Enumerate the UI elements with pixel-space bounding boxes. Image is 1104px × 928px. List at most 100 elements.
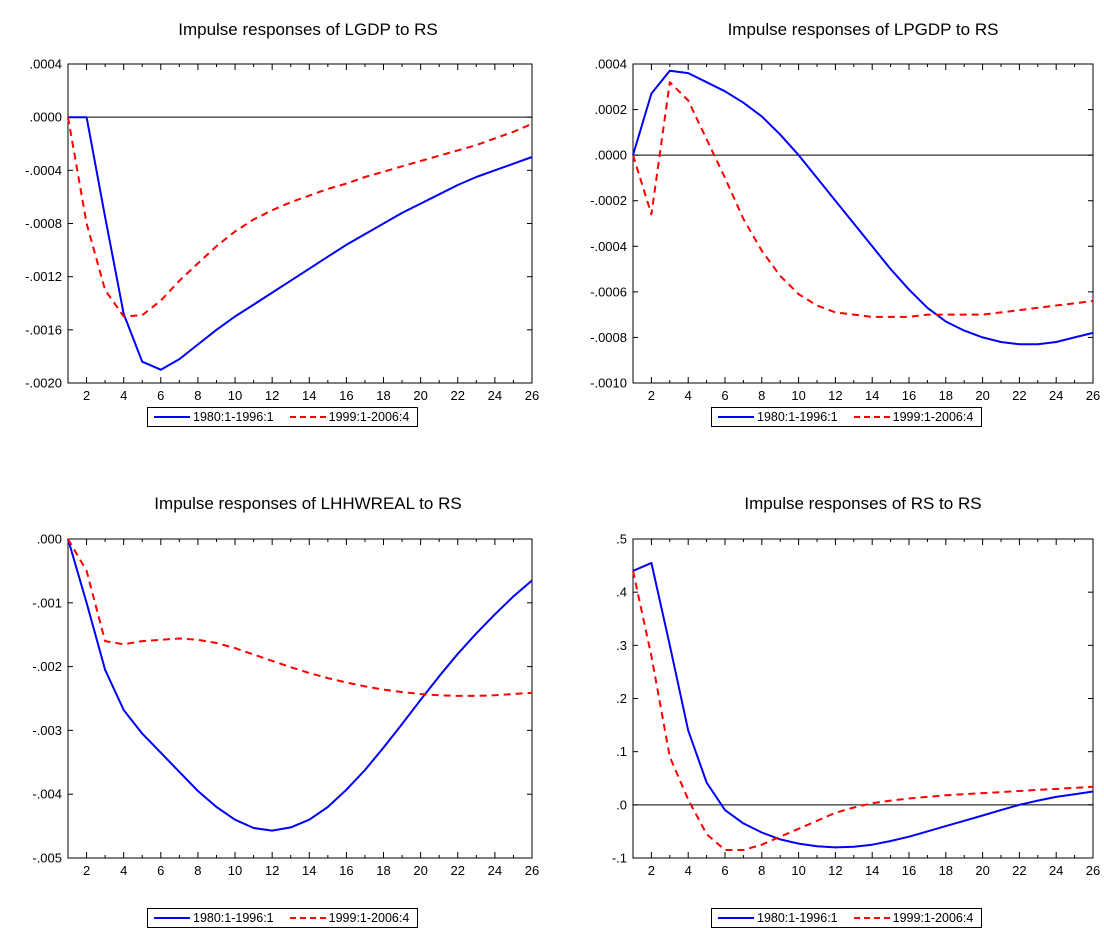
x-tick-label: 8 <box>194 863 201 878</box>
x-tick-label: 12 <box>265 863 279 878</box>
y-tick-label: -.0020 <box>25 376 62 391</box>
x-tick-label: 22 <box>451 863 465 878</box>
x-tick-label: 2 <box>648 388 655 403</box>
y-tick-label: -.0012 <box>25 269 62 284</box>
x-tick-label: 18 <box>939 388 953 403</box>
x-tick-label: 18 <box>939 863 953 878</box>
x-tick-label: 14 <box>302 863 316 878</box>
x-tick-label: 4 <box>120 388 127 403</box>
x-tick-label: 14 <box>865 388 879 403</box>
x-tick-label: 6 <box>721 388 728 403</box>
y-tick-label: -.002 <box>32 659 62 674</box>
chart-title-rs: Impulse responses of RS to RS <box>744 494 982 513</box>
x-tick-label: 26 <box>525 388 539 403</box>
y-tick-label: -.0016 <box>25 322 62 337</box>
y-tick-label: .000 <box>37 532 62 547</box>
x-tick-label: 2 <box>83 388 90 403</box>
y-tick-label: -.1 <box>612 851 627 866</box>
x-tick-label: 20 <box>413 863 427 878</box>
x-tick-label: 8 <box>758 388 765 403</box>
x-tick-label: 12 <box>265 388 279 403</box>
legend-label: 1980:1-1996:1 <box>757 410 838 424</box>
x-tick-label: 8 <box>758 863 765 878</box>
x-tick-label: 8 <box>194 388 201 403</box>
y-tick-label: .5 <box>616 532 627 547</box>
chart-legend: 1980:1-1996:1 1999:1-2006:4 <box>711 407 983 427</box>
legend-label: 1980:1-1996:1 <box>193 911 274 925</box>
legend-swatch <box>853 913 890 923</box>
legend-swatch <box>154 412 190 422</box>
x-tick-label: 18 <box>376 388 390 403</box>
x-tick-label: 4 <box>685 863 692 878</box>
x-tick-label: 12 <box>828 388 842 403</box>
x-tick-label: 2 <box>648 863 655 878</box>
legend-swatch <box>154 913 190 923</box>
series-line-solid-blue <box>67 538 533 832</box>
legend-label: 1999:1-2006:4 <box>328 911 410 925</box>
x-tick-label: 10 <box>228 863 242 878</box>
x-tick-label: 16 <box>902 863 916 878</box>
chart-title-lhhwreal: Impulse responses of LHHWREAL to RS <box>154 494 462 513</box>
x-tick-label: 24 <box>488 863 502 878</box>
x-tick-label: 2 <box>83 863 90 878</box>
x-tick-label: 4 <box>120 863 127 878</box>
series-line-solid-blue <box>68 116 533 371</box>
y-tick-label: .0000 <box>29 110 62 125</box>
plot-frame <box>67 538 533 859</box>
y-tick-label: .2 <box>616 691 627 706</box>
y-tick-label: -.005 <box>32 851 62 866</box>
x-tick-label: 16 <box>339 388 353 403</box>
y-tick-label: .0004 <box>594 57 627 72</box>
chart-legend: 1980:1-1996:1 1999:1-2006:4 <box>711 908 983 928</box>
x-tick-label: 24 <box>1049 863 1063 878</box>
chart-title-lgdp: Impulse responses of LGDP to RS <box>178 20 438 39</box>
y-tick-label: -.0002 <box>590 193 627 208</box>
x-tick-label: 10 <box>791 388 805 403</box>
plot-frame <box>632 538 1094 859</box>
x-tick-label: 6 <box>721 863 728 878</box>
series-line-solid-blue <box>632 561 1094 849</box>
y-tick-label: .3 <box>616 638 627 653</box>
x-tick-label: 22 <box>1012 863 1026 878</box>
legend-swatch <box>853 412 890 422</box>
x-tick-label: 10 <box>791 863 805 878</box>
x-tick-label: 22 <box>1012 388 1026 403</box>
y-tick-label: -.0004 <box>25 163 62 178</box>
x-tick-label: 26 <box>1086 863 1100 878</box>
x-tick-label: 20 <box>975 863 989 878</box>
y-tick-label: -.004 <box>32 787 62 802</box>
x-tick-label: 6 <box>157 863 164 878</box>
x-tick-label: 4 <box>685 388 692 403</box>
x-tick-label: 26 <box>525 863 539 878</box>
x-tick-label: 14 <box>302 388 316 403</box>
series-line-dashed-red <box>67 117 533 318</box>
x-tick-label: 18 <box>376 863 390 878</box>
legend-swatch <box>718 913 754 923</box>
legend-swatch <box>718 412 754 422</box>
series-line-solid-blue <box>632 69 1094 346</box>
legend-swatch <box>289 913 326 923</box>
x-tick-label: 14 <box>865 863 879 878</box>
series-line-dashed-red <box>632 570 1094 851</box>
y-tick-label: -.0008 <box>590 330 627 345</box>
legend-label: 1999:1-2006:4 <box>328 410 410 424</box>
x-tick-label: 6 <box>157 388 164 403</box>
x-tick-label: 12 <box>828 863 842 878</box>
y-tick-label: -.001 <box>32 595 62 610</box>
y-tick-label: -.0010 <box>590 376 627 391</box>
y-tick-label: .4 <box>616 585 627 600</box>
y-tick-label: .1 <box>616 744 627 759</box>
x-tick-label: 26 <box>1086 388 1100 403</box>
plot-frame <box>632 63 1094 384</box>
x-tick-label: 24 <box>1049 388 1063 403</box>
x-tick-label: 20 <box>975 388 989 403</box>
y-tick-label: -.0004 <box>590 239 627 254</box>
x-tick-label: 16 <box>902 388 916 403</box>
chart-legend: 1980:1-1996:1 1999:1-2006:4 <box>147 407 419 427</box>
y-tick-label: .0004 <box>29 57 62 72</box>
y-tick-label: .0 <box>616 797 627 812</box>
